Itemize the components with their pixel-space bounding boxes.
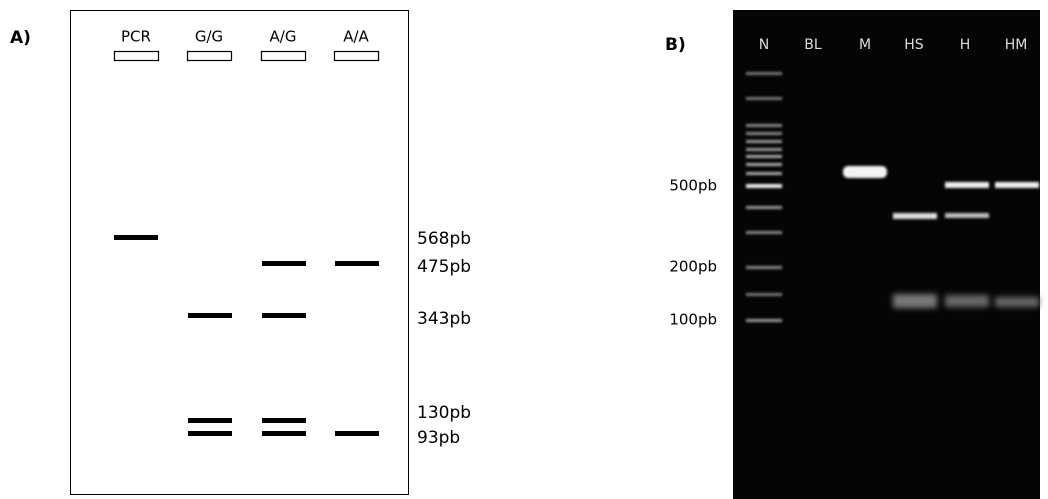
size-label: 200pb [669, 258, 717, 276]
panel-label: A) [10, 28, 31, 48]
size-label: 568pb [417, 229, 471, 249]
size-label: 500pb [669, 177, 717, 195]
bands [114, 235, 379, 436]
wells [115, 52, 379, 61]
lane-label: A/A [343, 28, 369, 46]
gel-frame [71, 11, 409, 495]
size-label: 93pb [417, 428, 460, 448]
lane-label: PCR [121, 28, 151, 46]
size-label: 475pb [417, 257, 471, 277]
lane-label: N [759, 37, 769, 53]
size-label: 100pb [669, 311, 717, 329]
lane-label: H [960, 37, 971, 53]
lane-label: HS [904, 37, 924, 53]
lane-label: HM [1005, 37, 1028, 53]
lane-label: BL [804, 37, 822, 53]
lane-label: M [859, 37, 871, 53]
size-label: 343pb [417, 309, 471, 329]
lane-label: G/G [195, 28, 223, 46]
figure: A) PCR G/G A/G A/A 568pb 475pb 343pb 130… [0, 0, 1048, 499]
panel-label: B) [665, 35, 686, 55]
gel-image [733, 10, 1040, 499]
size-label: 130pb [417, 403, 471, 423]
lane-label: A/G [270, 28, 297, 46]
